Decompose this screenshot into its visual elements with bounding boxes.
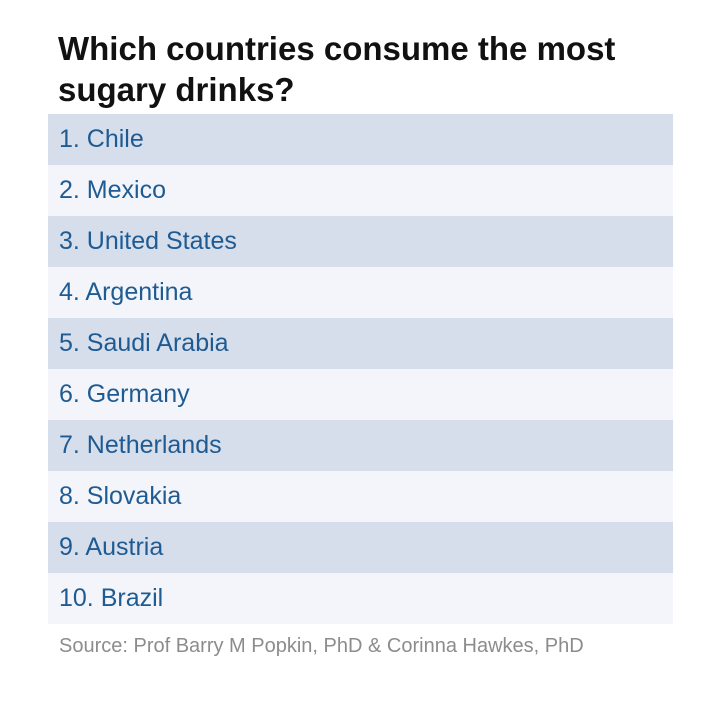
table-row: 2. Mexico (48, 165, 673, 216)
table-row: 3. United States (48, 216, 673, 267)
table-row: 5. Saudi Arabia (48, 318, 673, 369)
table-row: 4. Argentina (48, 267, 673, 318)
source-note: Source: Prof Barry M Popkin, PhD & Corin… (59, 635, 584, 657)
table-row: 1. Chile (48, 114, 673, 165)
table-row: 9. Austria (48, 522, 673, 573)
ranking-table: 1. Chile 2. Mexico 3. United States 4. A… (48, 114, 673, 624)
chart-title: Which countries consume the most sugary … (58, 30, 616, 108)
table-row: 6. Germany (48, 369, 673, 420)
table-row: 7. Netherlands (48, 420, 673, 471)
table-row: 10. Brazil (48, 573, 673, 624)
table-row: 8. Slovakia (48, 471, 673, 522)
